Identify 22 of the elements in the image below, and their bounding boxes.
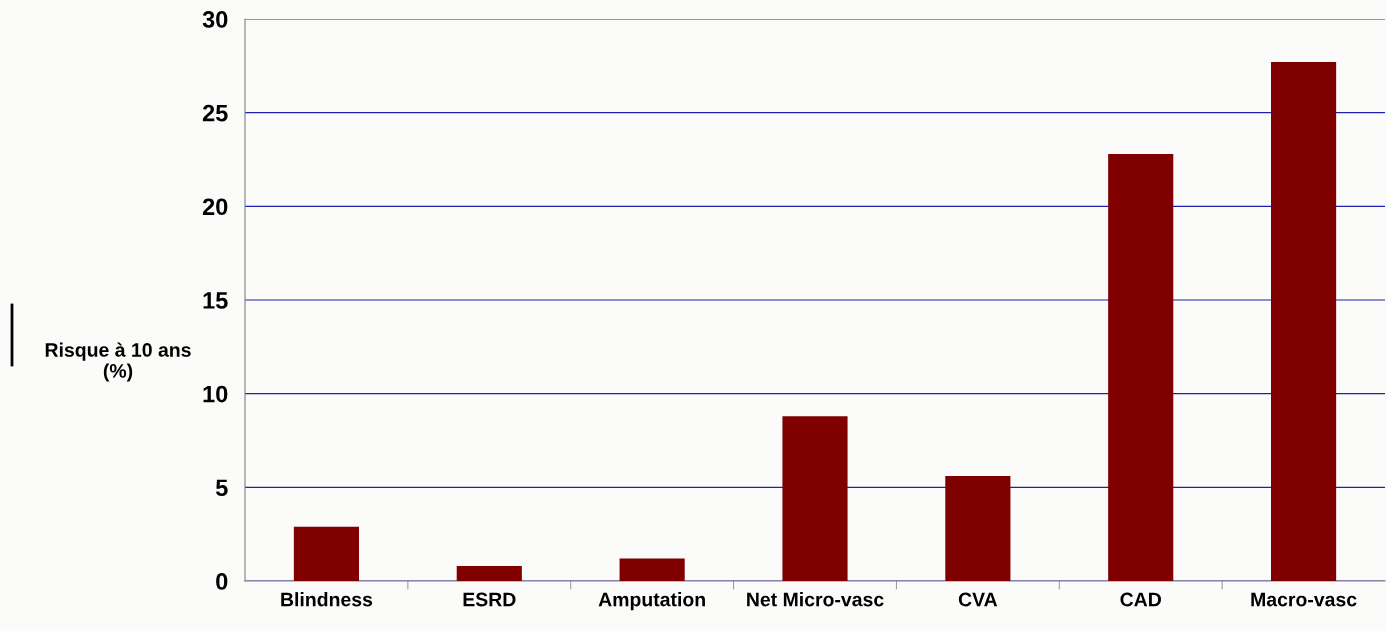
bar [456, 566, 522, 581]
y-tick-label: 20 [202, 198, 228, 216]
x-tick-label: Blindness [281, 592, 373, 607]
bar [619, 558, 685, 581]
x-tick-label: Macro-vasc [1251, 592, 1357, 607]
bar [1108, 153, 1174, 581]
bar [293, 526, 359, 581]
bar [1271, 62, 1337, 581]
y-tick-label: 25 [202, 104, 228, 122]
y-tick-label: 15 [203, 292, 228, 309]
bar [945, 476, 1011, 581]
x-tick-label: CAD [1120, 592, 1161, 607]
y-axis-title: Risque à 10 ans (%) [45, 342, 191, 382]
y-tick-label: 10 [203, 385, 228, 403]
x-tick-label: ESRD [463, 592, 516, 607]
y-tick-label: 0 [216, 573, 228, 590]
y-tick-label: 30 [202, 11, 228, 28]
x-tick-label: Net Micro-vasc [747, 592, 884, 607]
x-tick-label: Amputation [598, 592, 705, 611]
y-tick-label: 5 [215, 479, 228, 497]
bar [782, 416, 848, 581]
x-tick-label: CVA [958, 592, 998, 607]
